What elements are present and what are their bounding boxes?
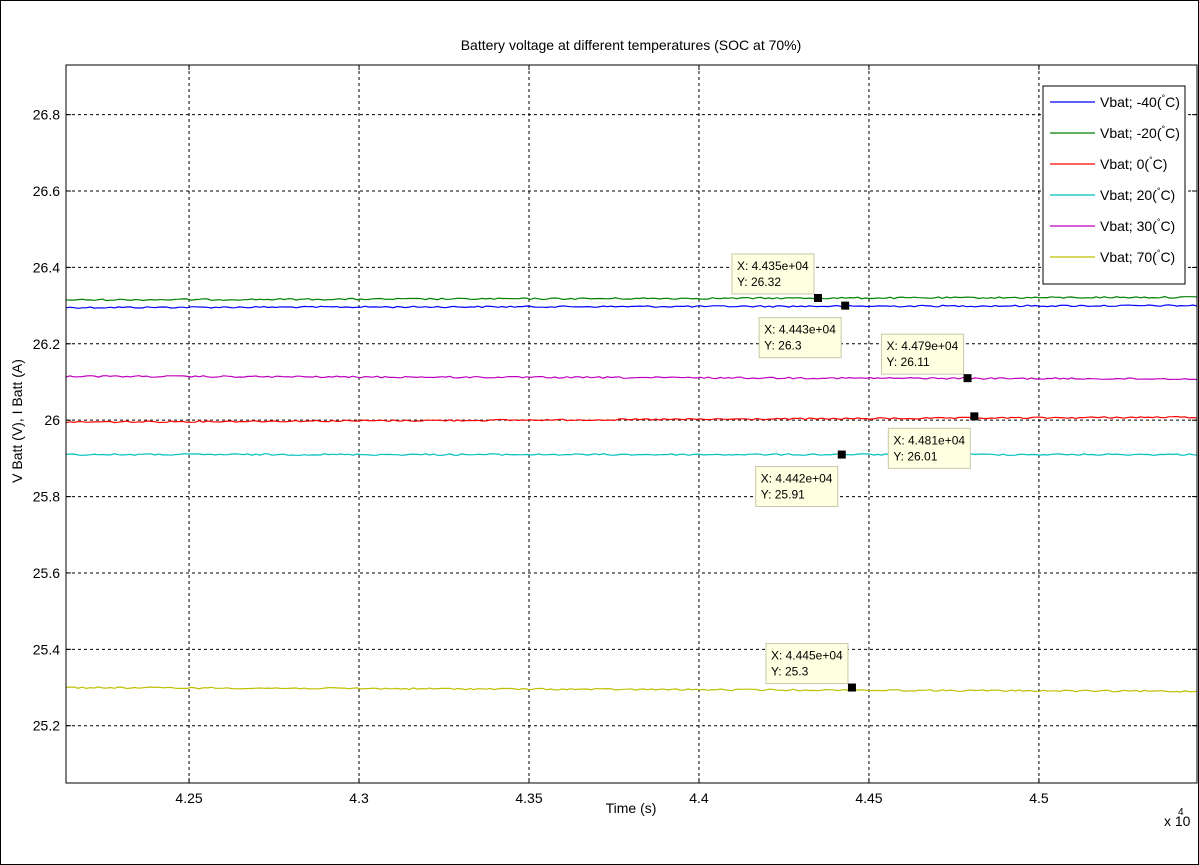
data-tip-marker bbox=[963, 374, 972, 383]
x-tick-label: 4.45 bbox=[855, 790, 882, 806]
legend-label: Vbat; 70(°C) bbox=[1100, 248, 1175, 265]
y-tick-label: 26.4 bbox=[33, 259, 60, 275]
series-line bbox=[65, 375, 1198, 381]
data-tip-y-label: Y: 26.01 bbox=[893, 449, 937, 463]
series-line bbox=[65, 453, 1198, 456]
y-tick-label: 26.6 bbox=[33, 183, 60, 199]
x-tick-label: 4.5 bbox=[1029, 790, 1049, 806]
y-tick-label: 26 bbox=[44, 412, 60, 428]
data-tip-marker bbox=[847, 683, 856, 692]
axis-ticks: 4.25 4.3 4.35 4.4 4.45 4.5 25.2 25.4 25.6 25.8 26 2… bbox=[33, 65, 1197, 806]
series-line bbox=[65, 686, 1198, 693]
y-tick-label: 26.2 bbox=[33, 336, 60, 352]
data-tip-y-label: Y: 26.32 bbox=[737, 275, 781, 289]
data-tip-y-label: Y: 26.11 bbox=[887, 355, 930, 369]
x-tick-label: 4.3 bbox=[349, 790, 369, 806]
y-tick-label: 25.4 bbox=[33, 641, 60, 657]
legend-entry: Vbat; -40(°C) bbox=[1050, 93, 1180, 110]
data-tip-x-label: X: 4.443e+04 bbox=[764, 323, 836, 337]
y-tick-label: 26.8 bbox=[33, 107, 60, 123]
x-exponent-power: 4 bbox=[1178, 807, 1184, 818]
data-tip-box bbox=[881, 333, 965, 375]
data-tip-box bbox=[755, 466, 839, 508]
y-tick-label: 25.8 bbox=[33, 489, 60, 505]
data-tip-x-label: X: 4.445e+04 bbox=[771, 649, 843, 663]
legend-entry: Vbat; -20(°C) bbox=[1050, 124, 1180, 141]
x-exponent-base: x 10 bbox=[1164, 813, 1191, 829]
data-tip-x-label: X: 4.479e+04 bbox=[887, 339, 959, 353]
data-tip: X: 4.479e+04 Y: 26.11 bbox=[881, 333, 972, 383]
data-tip-marker bbox=[841, 301, 850, 310]
chart-title: Battery voltage at different temperature… bbox=[461, 37, 802, 53]
legend-entry: Vbat; 20(°C) bbox=[1050, 186, 1175, 203]
x-tick-label: 4.35 bbox=[515, 790, 542, 806]
series-line bbox=[65, 415, 1198, 424]
data-tip-y-label: Y: 26.3 bbox=[764, 339, 802, 353]
plot-area bbox=[65, 64, 1198, 784]
data-tip: X: 4.481e+04 Y: 26.01 bbox=[887, 412, 979, 469]
grid-lines bbox=[66, 65, 1197, 783]
data-tip: X: 4.443e+04 Y: 26.3 bbox=[758, 301, 850, 359]
y-tick-label: 25.2 bbox=[33, 718, 60, 734]
data-tip-y-label: Y: 25.3 bbox=[771, 665, 809, 679]
legend-label: Vbat; 30(°C) bbox=[1100, 217, 1175, 234]
y-axis-label: V Batt (V), I Batt (A) bbox=[9, 359, 25, 483]
legend: Vbat; -40(°C) Vbat; -20(°C) Vbat; 0(°C) Vba… bbox=[1042, 85, 1186, 285]
legend-entry: Vbat; 70(°C) bbox=[1050, 248, 1175, 265]
legend-box bbox=[1042, 85, 1186, 285]
legend-label: Vbat; 20(°C) bbox=[1100, 186, 1175, 203]
data-tip-marker bbox=[970, 412, 979, 421]
x-tick-label: 4.25 bbox=[175, 790, 202, 806]
x-axis-exponent: x 10 4 bbox=[1164, 807, 1191, 829]
legend-entry: Vbat; 30(°C) bbox=[1050, 217, 1175, 234]
data-tip-x-label: X: 4.442e+04 bbox=[761, 472, 833, 486]
y-tick-label: 25.6 bbox=[33, 565, 60, 581]
series-lines bbox=[65, 295, 1198, 693]
data-tip: X: 4.442e+04 Y: 25.91 bbox=[755, 450, 846, 508]
x-tick-label: 4.4 bbox=[689, 790, 709, 806]
data-tip: X: 4.435e+04 Y: 26.32 bbox=[731, 253, 822, 302]
data-tip-x-label: X: 4.435e+04 bbox=[737, 259, 809, 273]
data-tip-y-label: Y: 25.91 bbox=[761, 488, 805, 502]
data-tip-box bbox=[765, 643, 849, 685]
legend-entry: Vbat; 0(°C) bbox=[1050, 155, 1167, 172]
data-tips: X: 4.435e+04Y: 26.32X: 4.443e+04Y: 26.3 X… bbox=[731, 253, 979, 692]
series-line bbox=[65, 295, 1198, 302]
data-tip-box bbox=[731, 253, 815, 295]
legend-label: Vbat; -20(°C) bbox=[1100, 124, 1180, 141]
data-tip-box bbox=[887, 427, 971, 469]
data-tip-x-label: X: 4.481e+04 bbox=[893, 433, 965, 447]
series-line bbox=[65, 304, 1198, 309]
data-tip-marker bbox=[837, 450, 846, 459]
data-tip-box bbox=[758, 317, 842, 359]
legend-label: Vbat; 0(°C) bbox=[1100, 155, 1167, 172]
data-tip: X: 4.445e+04 Y: 25.3 bbox=[765, 643, 856, 692]
legend-label: Vbat; -40(°C) bbox=[1100, 93, 1180, 110]
data-tip-marker bbox=[813, 293, 822, 302]
x-axis-label: Time (s) bbox=[606, 800, 657, 816]
